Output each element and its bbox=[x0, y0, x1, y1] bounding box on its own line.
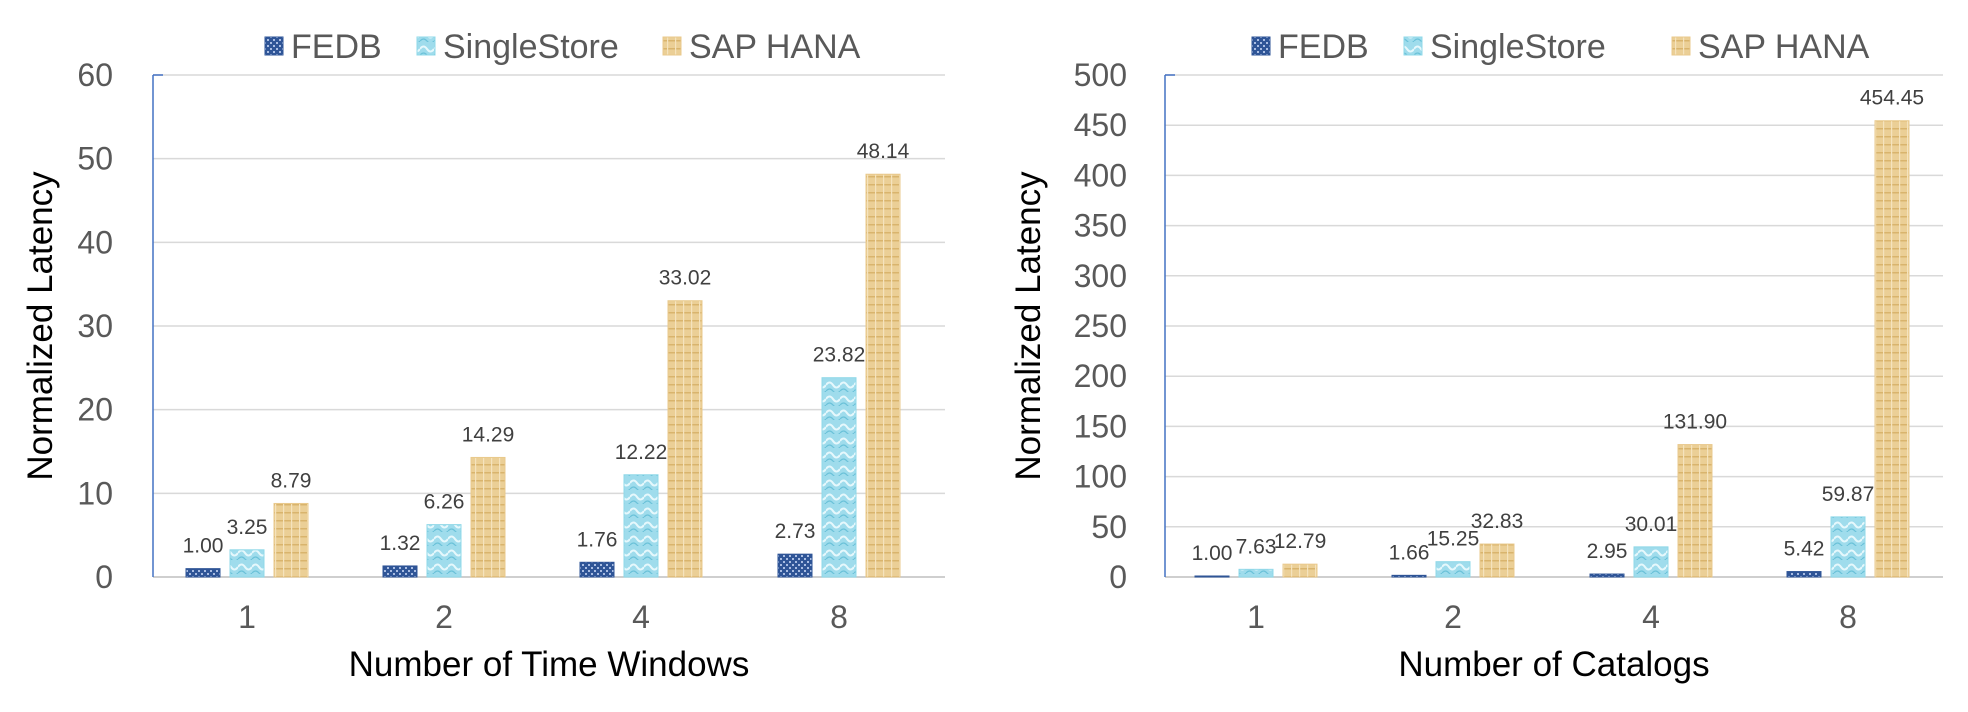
y-tick-label: 450 bbox=[1074, 107, 1127, 143]
x-tick-label: 2 bbox=[1444, 599, 1462, 635]
x-tick-label: 1 bbox=[238, 599, 256, 635]
legend-label: SingleStore bbox=[1430, 28, 1606, 66]
y-axis-title: Normalized Latency bbox=[21, 171, 60, 481]
data-label: 12.79 bbox=[1274, 530, 1327, 553]
x-tick-label: 8 bbox=[830, 599, 848, 635]
bar bbox=[1874, 120, 1910, 578]
legend-label: FEDB bbox=[1278, 28, 1369, 66]
data-label: 15.25 bbox=[1427, 528, 1480, 551]
data-label: 2.73 bbox=[775, 520, 816, 543]
bar bbox=[1677, 444, 1713, 578]
y-tick-label: 500 bbox=[1074, 57, 1127, 93]
bar bbox=[1830, 516, 1866, 578]
y-tick-label: 100 bbox=[1074, 459, 1127, 495]
data-label: 32.83 bbox=[1471, 510, 1524, 533]
bar bbox=[1194, 575, 1230, 578]
bar bbox=[623, 474, 659, 578]
bar bbox=[667, 300, 703, 578]
bar bbox=[273, 502, 309, 578]
legend-label: SAP HANA bbox=[689, 28, 861, 66]
bar bbox=[579, 561, 615, 578]
legend-swatch bbox=[1403, 36, 1423, 56]
y-tick-label: 60 bbox=[77, 57, 113, 93]
y-tick-label: 40 bbox=[77, 224, 113, 260]
y-tick-label: 400 bbox=[1074, 157, 1127, 193]
y-axis-title: Normalized Latency bbox=[1009, 171, 1048, 481]
y-tick-label: 20 bbox=[77, 392, 113, 428]
bar bbox=[1786, 571, 1822, 578]
x-tick-label: 4 bbox=[1642, 599, 1660, 635]
bar bbox=[185, 568, 221, 578]
legend-swatch bbox=[416, 36, 436, 56]
legend-swatch bbox=[1671, 36, 1691, 56]
data-label: 1.00 bbox=[183, 535, 224, 558]
y-tick-label: 200 bbox=[1074, 358, 1127, 394]
bar bbox=[821, 377, 857, 578]
x-tick-label: 1 bbox=[1247, 599, 1265, 635]
legend-swatch bbox=[264, 36, 284, 56]
bar bbox=[1435, 561, 1471, 578]
data-label: 12.22 bbox=[615, 441, 668, 464]
data-label: 5.42 bbox=[1784, 538, 1825, 561]
x-tick-label: 8 bbox=[1839, 599, 1857, 635]
y-tick-label: 0 bbox=[1109, 559, 1127, 595]
bar bbox=[1633, 546, 1669, 578]
data-label: 59.87 bbox=[1822, 483, 1875, 506]
legend-label: SAP HANA bbox=[1698, 28, 1870, 66]
y-tick-label: 250 bbox=[1074, 308, 1127, 344]
data-label: 131.90 bbox=[1663, 411, 1727, 434]
data-label: 454.45 bbox=[1860, 87, 1924, 110]
data-label: 6.26 bbox=[424, 491, 465, 514]
data-label: 1.76 bbox=[577, 528, 618, 551]
data-label: 14.29 bbox=[462, 423, 515, 446]
bar bbox=[865, 173, 901, 578]
data-label: 3.25 bbox=[227, 516, 268, 539]
data-label: 2.95 bbox=[1587, 540, 1628, 563]
data-label: 1.32 bbox=[380, 532, 421, 555]
bar bbox=[382, 565, 418, 578]
data-label: 1.00 bbox=[1192, 542, 1233, 565]
data-label: 1.66 bbox=[1389, 541, 1430, 564]
bar bbox=[1282, 563, 1318, 578]
data-label: 7.63 bbox=[1236, 535, 1277, 558]
x-tick-label: 2 bbox=[435, 599, 453, 635]
bar bbox=[470, 456, 506, 578]
legend-label: FEDB bbox=[291, 28, 382, 66]
y-tick-label: 0 bbox=[95, 559, 113, 595]
legend-swatch bbox=[1251, 36, 1271, 56]
legend-label: SingleStore bbox=[443, 28, 619, 66]
y-tick-label: 150 bbox=[1074, 408, 1127, 444]
bar bbox=[1479, 543, 1515, 578]
x-axis-title: Number of Catalogs bbox=[1398, 645, 1709, 684]
bar bbox=[229, 549, 265, 578]
bar bbox=[1589, 573, 1625, 578]
bar bbox=[1238, 568, 1274, 578]
bar bbox=[777, 553, 813, 578]
bar bbox=[426, 524, 462, 578]
bar bbox=[1391, 574, 1427, 578]
y-tick-label: 300 bbox=[1074, 258, 1127, 294]
y-tick-label: 10 bbox=[77, 475, 113, 511]
data-label: 23.82 bbox=[813, 344, 866, 367]
y-tick-label: 30 bbox=[77, 308, 113, 344]
y-tick-label: 50 bbox=[77, 141, 113, 177]
data-label: 48.14 bbox=[857, 140, 910, 163]
data-label: 8.79 bbox=[271, 469, 312, 492]
x-tick-label: 4 bbox=[632, 599, 650, 635]
legend-swatch bbox=[662, 36, 682, 56]
data-label: 30.01 bbox=[1625, 513, 1678, 536]
y-tick-label: 50 bbox=[1091, 509, 1127, 545]
x-axis-title: Number of Time Windows bbox=[349, 645, 750, 684]
data-label: 33.02 bbox=[659, 267, 712, 290]
y-tick-label: 350 bbox=[1074, 208, 1127, 244]
